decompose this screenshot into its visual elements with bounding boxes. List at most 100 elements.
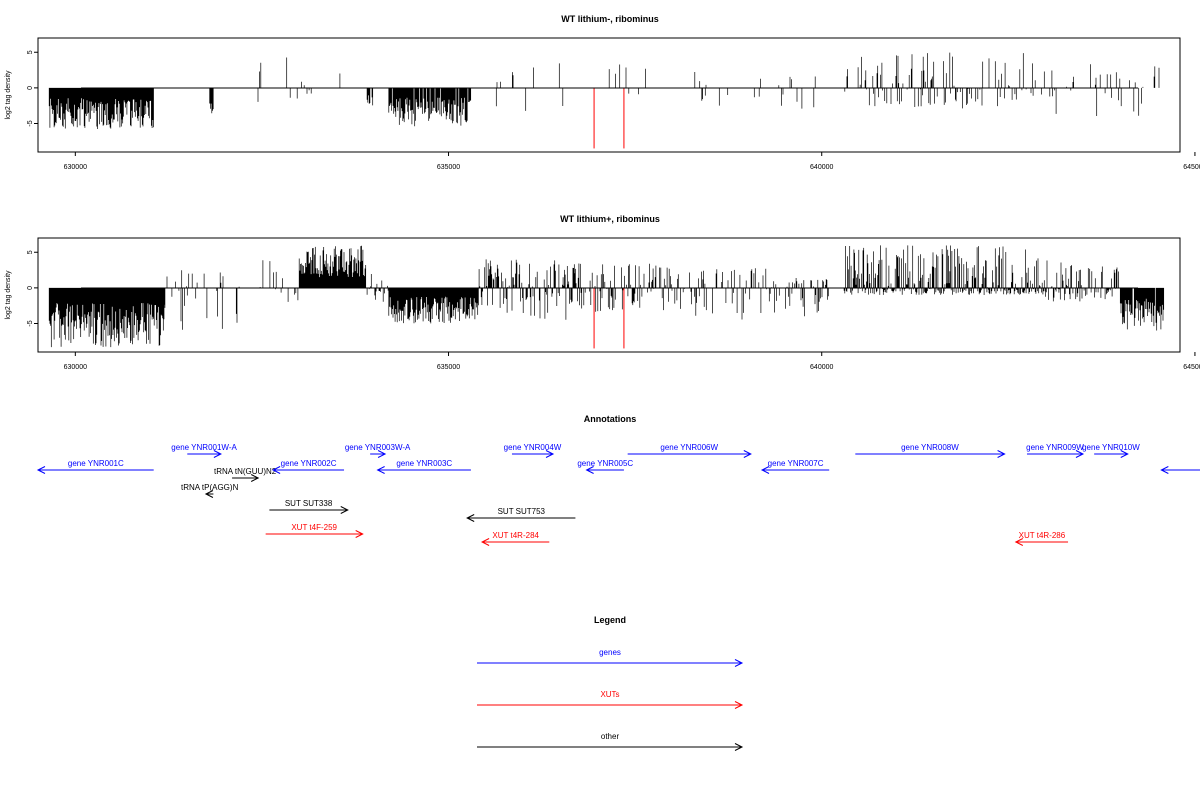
annotation-feature: XUT t4R-286 xyxy=(1014,531,1069,546)
feature-arrow-head xyxy=(585,466,594,474)
legend-label: XUTs xyxy=(600,690,619,699)
density-segment-bars xyxy=(388,87,472,127)
feature-arrow-head xyxy=(1160,466,1169,474)
feature-label: SUT SUT753 xyxy=(498,507,546,516)
feature-label: gene YNR010W xyxy=(1082,443,1140,452)
legend: Legend genes XUTs other xyxy=(477,615,744,751)
y-tick-label: 5 xyxy=(27,50,34,54)
feature-label: gene YNR004W xyxy=(504,443,562,452)
density-segment-bars xyxy=(164,270,240,330)
density-bars xyxy=(48,245,1165,348)
x-tick-label: 640000 xyxy=(810,164,833,171)
annotation-items: gene YNR001C gene YNR001W-A tRNA tN(GUU)N2… xyxy=(36,443,1200,546)
density-segment-bars xyxy=(844,52,1045,109)
density-segment-bars xyxy=(689,268,770,320)
annotations-title: Annotations xyxy=(584,414,637,424)
density-segment-bars xyxy=(388,287,479,324)
legend-title: Legend xyxy=(594,615,626,625)
feature-arrow-head xyxy=(213,450,222,458)
feature-arrow-head xyxy=(355,530,364,538)
annotation-feature: gene YNR003W-A xyxy=(345,443,411,458)
density-segment-bars xyxy=(48,287,166,348)
density-segment-bars xyxy=(298,245,367,288)
y-tick-label: 0 xyxy=(27,286,34,290)
annotation-feature: gene YNR005C xyxy=(577,459,633,474)
annotation-feature: gene YNR007C xyxy=(760,459,830,474)
feature-label: gene YNR003W-A xyxy=(345,443,411,452)
feature-arrow-head xyxy=(997,450,1006,458)
y-axis-label: log2 tag density xyxy=(5,70,12,120)
feature-label: SUT SUT338 xyxy=(285,499,333,508)
feature-label: gene YNR005C xyxy=(577,459,633,468)
density-segment-bars xyxy=(575,263,685,312)
legend-arrow-head xyxy=(734,701,744,709)
legend-arrow-head xyxy=(734,743,744,751)
legend-entry: genes xyxy=(477,648,744,667)
annotations-track: Annotations gene YNR001C gene YNR001W-A tR… xyxy=(36,414,1200,546)
annotation-feature xyxy=(1160,466,1200,474)
density-panel-lithium-plus: WT lithium+, ribominus log2 tag density … xyxy=(5,214,1200,371)
y-tick-label: 0 xyxy=(27,86,34,90)
density-segment-bars xyxy=(366,87,374,106)
feature-arrow-head xyxy=(36,466,46,474)
y-tick-label: 5 xyxy=(27,250,34,254)
feature-arrow-head xyxy=(1120,450,1129,458)
feature-arrow-head xyxy=(340,506,349,514)
annotation-feature: gene YNR009W xyxy=(1026,443,1084,458)
feature-arrow-head xyxy=(376,466,385,474)
feature-arrow-head xyxy=(545,450,555,458)
feature-arrow-head xyxy=(250,474,260,482)
annotation-feature: XUT t4R-284 xyxy=(480,531,550,546)
feature-arrow-head xyxy=(1075,450,1085,458)
legend-entries: genes XUTs other xyxy=(477,648,744,751)
feature-arrow-head xyxy=(466,514,475,522)
density-segment-bars xyxy=(257,57,341,102)
density-segment-bars xyxy=(478,259,576,320)
feature-label: XUT t4F-259 xyxy=(291,523,337,532)
x-tick-label: 635000 xyxy=(437,164,460,171)
y-tick-label: -5 xyxy=(27,320,34,326)
y-axis: -5 0 5 xyxy=(27,50,38,127)
legend-arrow-head xyxy=(734,659,744,667)
feature-label: gene YNR001W-A xyxy=(171,443,237,452)
x-tick-label: 630000 xyxy=(64,164,87,171)
region-markers xyxy=(593,287,625,349)
annotation-feature: SUT SUT338 xyxy=(269,499,349,514)
legend-label: genes xyxy=(599,648,621,657)
y-axis-label: log2 tag density xyxy=(5,270,12,320)
density-bars xyxy=(48,52,1160,129)
x-tick-label: 645000 xyxy=(1183,364,1200,371)
annotation-feature: gene YNR001C xyxy=(36,459,154,474)
x-tick-label: 630000 xyxy=(64,364,87,371)
annotation-feature: gene YNR002C xyxy=(271,459,345,474)
feature-label: gene YNR008W xyxy=(901,443,959,452)
region-markers xyxy=(593,87,625,149)
x-axis: 630000 635000 640000 645000 xyxy=(64,152,1200,171)
feature-label: gene YNR001C xyxy=(68,459,124,468)
density-segment-bars xyxy=(259,260,299,302)
panel-title: WT lithium+, ribominus xyxy=(560,214,660,224)
annotation-feature: gene YNR001W-A xyxy=(171,443,237,458)
feature-label: XUT t4R-286 xyxy=(1019,531,1066,540)
annotation-feature: gene YNR003C xyxy=(376,459,471,474)
x-axis: 630000 635000 640000 645000 xyxy=(64,352,1200,371)
density-segment-bars xyxy=(608,64,658,95)
feature-label: tRNA tP(AGG)N xyxy=(181,483,239,492)
density-segment-bars xyxy=(843,245,1046,295)
x-tick-label: 640000 xyxy=(810,364,833,371)
density-segment-bars xyxy=(753,76,816,109)
annotation-feature: gene YNR010W xyxy=(1082,443,1140,458)
y-tick-label: -5 xyxy=(27,120,34,126)
annotation-feature: gene YNR008W xyxy=(855,443,1006,458)
density-segment-bars xyxy=(1045,260,1119,302)
plot-frame xyxy=(37,237,1181,353)
feature-label: gene YNR007C xyxy=(768,459,824,468)
x-tick-label: 635000 xyxy=(437,364,460,371)
density-segment-bars xyxy=(495,63,564,111)
feature-arrow-head xyxy=(204,490,214,498)
annotation-feature: SUT SUT753 xyxy=(466,507,576,522)
annotation-feature: tRNA tN(GUU)N2 xyxy=(214,467,277,482)
feature-label: XUT t4R-284 xyxy=(492,531,539,540)
density-segment-bars xyxy=(1049,64,1160,116)
